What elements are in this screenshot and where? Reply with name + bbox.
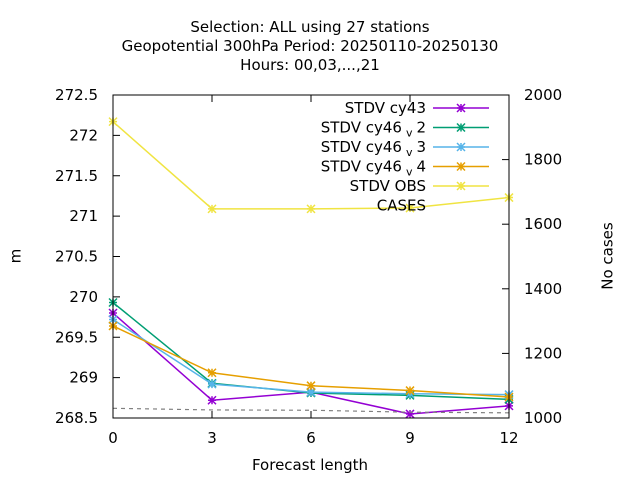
legend-marker	[456, 181, 466, 191]
legend-label: STDV cy46 v 3	[321, 138, 426, 159]
y-tick-label: 272	[69, 126, 98, 144]
axis-ticks: 268.5 269 269.5 270 270.5 271 271.5 272 272.5 100…	[55, 86, 562, 447]
legend-marker	[456, 142, 466, 152]
data-point	[306, 381, 316, 391]
data-point	[207, 204, 217, 214]
y-tick-label: 269.5	[55, 328, 98, 346]
legend-marker	[456, 103, 466, 113]
y2-tick-label: 1800	[524, 151, 562, 169]
y-tick-label: 271	[69, 207, 98, 225]
series-5	[112, 407, 510, 414]
series-line	[112, 121, 510, 210]
title-line-3: Hours: 00,03,...,21	[240, 56, 380, 74]
y-tick-label: 271.5	[55, 167, 98, 185]
legend-entry-3: STDV cy46 v 4	[321, 158, 489, 179]
series-line	[112, 407, 510, 414]
legend-marker	[456, 122, 466, 133]
legend-entry-5: CASES	[377, 197, 426, 215]
legend-label: CASES	[377, 197, 426, 215]
y-axis-label: m	[7, 249, 25, 264]
series-group	[108, 117, 514, 419]
y-tick-label: 269	[69, 369, 98, 387]
y2-tick-label: 1600	[524, 215, 562, 233]
data-point	[405, 386, 415, 396]
series-0	[108, 308, 514, 419]
data-point	[207, 379, 217, 389]
legend-label: STDV OBS	[350, 177, 426, 195]
series-3	[108, 321, 514, 402]
data-point	[306, 204, 316, 214]
y2-tick-label: 1400	[524, 280, 562, 298]
legend-entry-2: STDV cy46 v 3	[321, 138, 489, 159]
y2-tick-label: 1200	[524, 344, 562, 362]
x-tick-label: 6	[306, 429, 316, 447]
legend-label: STDV cy43	[345, 99, 426, 117]
x-tick-label: 3	[207, 429, 217, 447]
legend-entry-1: STDV cy46 v 2	[321, 119, 489, 140]
series-line	[112, 312, 510, 415]
series-4	[108, 117, 514, 214]
x-tick-label: 12	[499, 429, 518, 447]
legend-marker	[456, 161, 466, 172]
title-line-2: Geopotential 300hPa Period: 20250110-202…	[122, 37, 499, 55]
y2-tick-label: 2000	[524, 86, 562, 104]
legend-entry-0: STDV cy43	[345, 99, 489, 117]
y-tick-label: 268.5	[55, 409, 98, 427]
x-tick-label: 0	[108, 429, 118, 447]
data-point	[207, 368, 217, 378]
data-point	[405, 409, 415, 419]
x-axis-label: Forecast length	[252, 456, 368, 474]
x-tick-label: 9	[405, 429, 415, 447]
data-point	[306, 387, 316, 397]
title-line-1: Selection: ALL using 27 stations	[190, 18, 429, 36]
chart-title: Selection: ALL using 27 stations Geopote…	[122, 18, 499, 74]
data-point	[207, 395, 217, 405]
data-point	[405, 203, 415, 213]
plot-frame	[112, 94, 510, 419]
legend-label: STDV cy46 v 2	[321, 119, 426, 140]
y-tick-label: 272.5	[55, 86, 98, 104]
y-tick-label: 270	[69, 288, 98, 306]
legend-entry-4: STDV OBS	[350, 177, 489, 195]
y2-tick-label: 1000	[524, 409, 562, 427]
legend-label: STDV cy46 v 4	[321, 158, 426, 179]
y-tick-label: 270.5	[55, 248, 98, 266]
y2-axis-label: No cases	[599, 222, 617, 290]
